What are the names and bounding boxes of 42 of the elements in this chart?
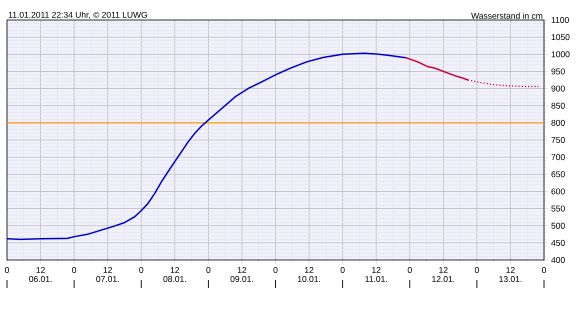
y-tick-label: 1000 xyxy=(552,51,570,58)
x-tick-label: 0 xyxy=(4,267,10,274)
x2-tick-label: 08.01. xyxy=(163,276,186,282)
y-tick-label: 650 xyxy=(551,171,565,178)
y-tick-label: 1100 xyxy=(552,17,569,23)
chart-title: 11.01.2011 22:34 Uhr, © 2011 LUWG xyxy=(8,12,148,19)
y-tick-label: 800 xyxy=(551,120,565,126)
y-tick-label: 750 xyxy=(551,137,565,143)
x-tick-label: 12 xyxy=(170,267,180,273)
x-tick-label: 12 xyxy=(36,267,45,273)
y-tick-label: 950 xyxy=(551,68,565,74)
y-tick-label: 700 xyxy=(551,154,565,160)
x-tick-label: 12 xyxy=(439,267,448,273)
y-axis-title: Wasserstand in cm xyxy=(471,12,542,19)
y-tick-label: 550 xyxy=(551,206,565,212)
x2-tick-label: 13.01. xyxy=(499,276,522,282)
x-tick-label: 0 xyxy=(340,267,345,274)
x-tick-label: 0 xyxy=(408,267,412,274)
y-tick-label: 850 xyxy=(551,102,565,109)
x-tick-label: 12 xyxy=(372,267,380,273)
y-tick-label: 500 xyxy=(551,222,565,229)
x-tick-label: 0 xyxy=(474,267,479,274)
x2-tick-label: 06.01. xyxy=(29,276,52,282)
x-tick-label: 0 xyxy=(542,267,546,274)
x-tick-label: 0 xyxy=(273,267,278,274)
x-tick-label: 0 xyxy=(139,267,144,274)
x-tick-label: 0 xyxy=(72,267,76,274)
x2-tick-label: 12.01. xyxy=(432,276,454,282)
x2-tick-label: 11.01. xyxy=(365,276,387,282)
y-tick-label: 600 xyxy=(551,188,565,194)
y-tick-label: 450 xyxy=(551,240,565,246)
x-tick-label: 12 xyxy=(506,267,515,273)
y-tick-label: 1050 xyxy=(552,34,570,40)
y-tick-label: 900 xyxy=(551,86,565,92)
x-tick-label: 12 xyxy=(238,267,246,273)
x2-tick-label: 09.01. xyxy=(230,276,253,282)
x2-tick-label: 07.01. xyxy=(96,276,119,282)
x2-tick-label: 10.01. xyxy=(298,276,320,282)
x-tick-label: 12 xyxy=(104,267,112,273)
x-tick-label: 12 xyxy=(305,267,314,273)
y-tick-label: 400 xyxy=(551,257,565,263)
x-tick-label: 0 xyxy=(206,267,210,274)
